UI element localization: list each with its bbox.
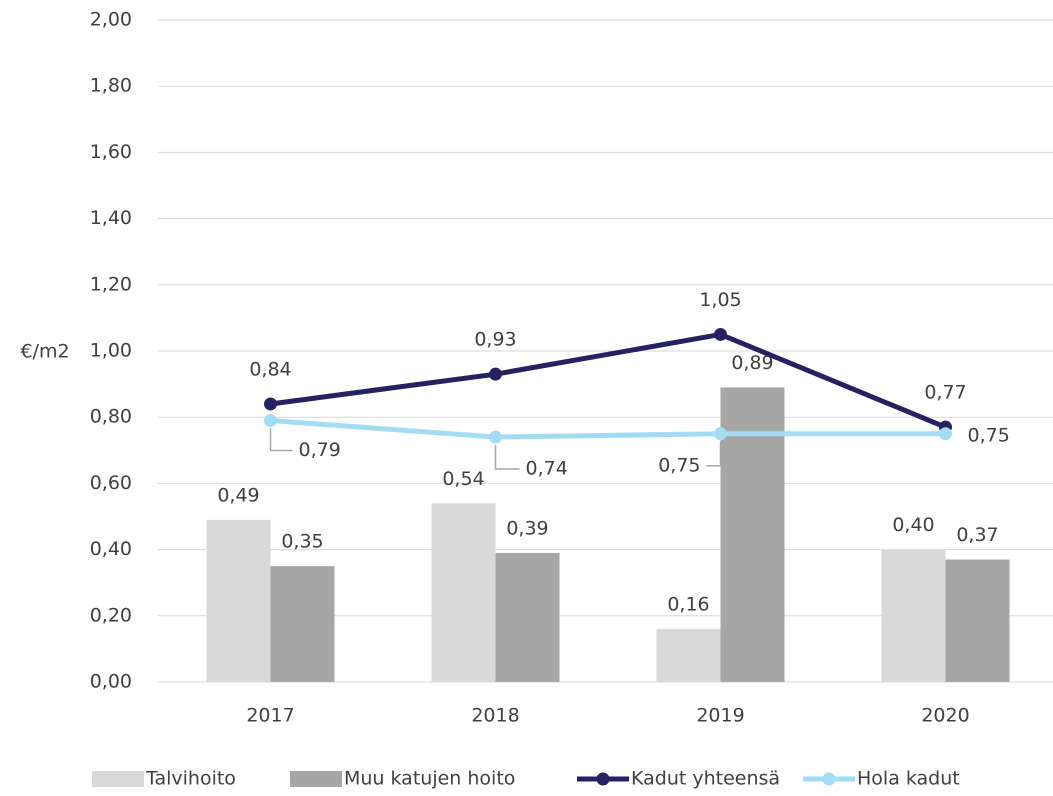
data-label: 0,84	[249, 358, 291, 380]
x-tick-label: 2017	[246, 705, 294, 727]
data-label: 0,37	[956, 524, 998, 546]
data-label: 0,93	[474, 329, 516, 351]
data-label: 0,35	[281, 531, 323, 553]
marker	[939, 427, 952, 441]
y-tick-label: 2,00	[90, 9, 132, 31]
legend-swatch	[596, 772, 610, 786]
legend-label: Talvihoito	[145, 768, 236, 790]
y-tick-label: 1,20	[90, 273, 132, 295]
bar	[881, 549, 946, 682]
data-label: 0,49	[217, 484, 259, 506]
data-label: 0,75	[658, 454, 700, 476]
bar	[720, 387, 785, 682]
x-tick-label: 2018	[471, 705, 519, 727]
bar	[495, 552, 560, 682]
line	[270, 331, 947, 430]
data-label: 0,16	[667, 594, 709, 616]
legend-label: Muu katujen hoito	[344, 768, 515, 790]
x-tick-label: 2020	[921, 705, 969, 727]
bar	[206, 519, 271, 682]
data-label: 0,54	[442, 468, 484, 490]
legend-label: Kadut yhteensä	[631, 768, 780, 790]
legend-swatch	[822, 772, 836, 786]
marker	[714, 427, 727, 441]
data-label: 0,39	[506, 517, 548, 539]
legend-label: Hola kadut	[857, 768, 960, 790]
y-tick-label: 0,40	[90, 538, 132, 560]
y-tick-label: 0,80	[90, 406, 132, 428]
data-label: 0,89	[731, 352, 773, 374]
marker	[264, 397, 277, 411]
y-tick-label: 0,20	[90, 604, 132, 626]
y-tick-label: 0,60	[90, 472, 132, 494]
leader-line	[706, 441, 722, 467]
legend-swatch	[290, 771, 342, 787]
data-label: 0,40	[892, 514, 934, 536]
data-label: 1,05	[699, 289, 741, 311]
legend-swatch	[92, 771, 144, 787]
bar	[431, 503, 496, 682]
bar	[945, 559, 1010, 682]
marker	[489, 430, 502, 444]
leader-line	[269, 428, 293, 452]
y-tick-label: 1,80	[90, 75, 132, 97]
marker	[264, 414, 277, 428]
y-tick-label: 1,60	[90, 141, 132, 163]
bar	[270, 566, 335, 682]
x-tick-label: 2019	[696, 705, 744, 727]
data-label: 0,79	[299, 439, 341, 461]
data-label: 0,77	[924, 382, 966, 404]
y-tick-label: 1,00	[90, 340, 132, 362]
bar	[656, 629, 721, 682]
y-tick-label: 1,40	[90, 207, 132, 229]
data-label: 0,75	[968, 424, 1010, 446]
line	[270, 418, 946, 440]
y-tick-label: 0,00	[90, 671, 132, 693]
data-label: 0,74	[526, 458, 568, 480]
marker	[714, 327, 727, 341]
leader-line	[494, 445, 520, 470]
marker	[489, 367, 502, 381]
y-axis-label: €/m2	[20, 341, 69, 363]
